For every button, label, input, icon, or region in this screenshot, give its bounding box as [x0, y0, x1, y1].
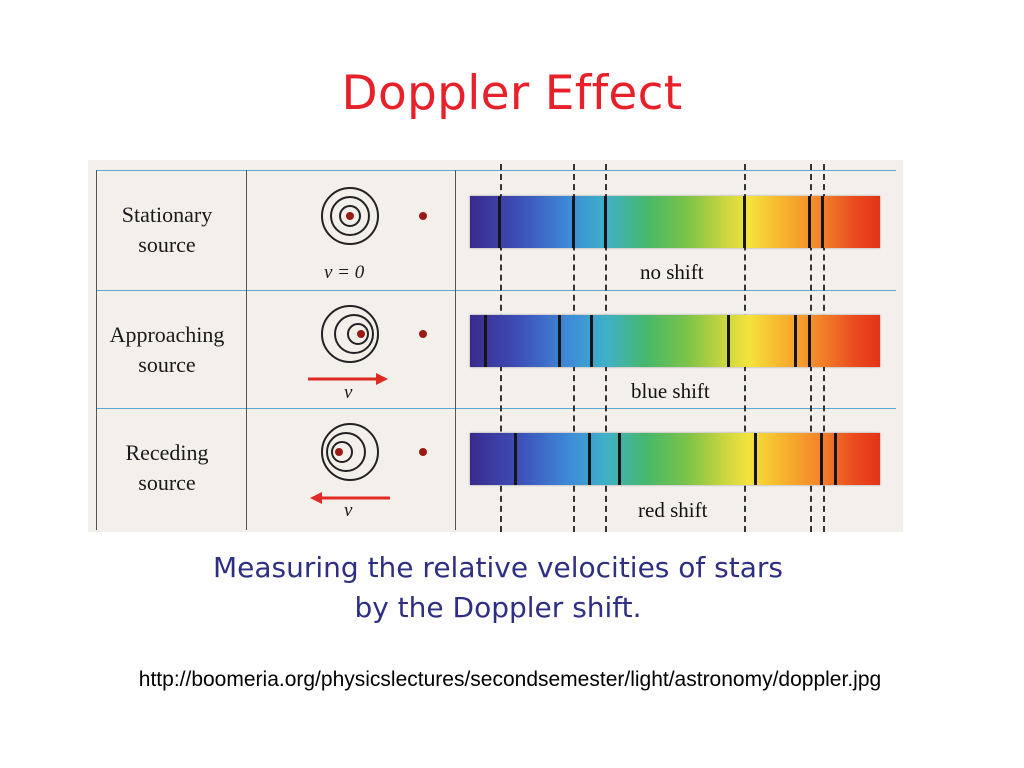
wavefront-rings-icon	[321, 423, 379, 481]
shift-label: blue shift	[631, 379, 710, 403]
row-label-line: Stationary	[121, 202, 213, 227]
absorption-line	[754, 433, 757, 485]
row-label-stationary: Stationary source	[88, 200, 246, 260]
absorption-line	[604, 196, 607, 248]
absorption-line	[514, 433, 517, 485]
column-divider	[246, 170, 247, 530]
absorption-line	[821, 196, 824, 248]
row-label-receding: Receding source	[88, 438, 246, 498]
row-label-line: source	[138, 232, 196, 257]
observer-dot	[419, 212, 427, 220]
observer-dot	[419, 448, 427, 456]
row-divider	[96, 408, 896, 409]
row-label-line: source	[138, 470, 196, 495]
absorption-line	[618, 433, 621, 485]
caption-line-2: by the Doppler shift.	[354, 591, 642, 624]
shift-label: red shift	[638, 498, 708, 522]
row-divider	[96, 290, 896, 291]
caption-line-1: Measuring the relative velocities of sta…	[212, 551, 784, 584]
absorption-line	[743, 196, 746, 248]
velocity-label: v	[344, 382, 353, 403]
absorption-line	[484, 315, 487, 367]
source-url: http://boomeria.org/physicslectures/seco…	[138, 668, 882, 691]
row-label-line: Receding	[125, 440, 209, 465]
absorption-line	[727, 315, 730, 367]
absorption-line	[558, 315, 561, 367]
column-divider	[455, 170, 456, 530]
absorption-line	[834, 433, 837, 485]
wavefront-rings-icon	[321, 187, 379, 245]
absorption-line	[808, 315, 811, 367]
row-label-line: Approaching	[109, 322, 225, 347]
page-title: Doppler Effect	[341, 66, 683, 121]
row-label-line: source	[138, 352, 196, 377]
absorption-line	[572, 196, 575, 248]
row-label-approaching: Approaching source	[88, 320, 246, 380]
absorption-line	[820, 433, 823, 485]
absorption-line	[590, 315, 593, 367]
observer-dot	[419, 330, 427, 338]
velocity-label: v = 0	[324, 262, 365, 283]
row-divider	[96, 170, 896, 171]
absorption-line	[808, 196, 811, 248]
column-divider	[96, 170, 97, 530]
arrow-right-icon	[308, 373, 388, 385]
wavefront-rings-icon	[321, 305, 379, 363]
absorption-line	[588, 433, 591, 485]
absorption-line	[794, 315, 797, 367]
spectrum-bar	[470, 196, 880, 248]
spectrum-bar	[470, 433, 880, 485]
doppler-figure: Stationary source v = 0 no shift Approac…	[88, 160, 903, 532]
shift-label: no shift	[640, 260, 704, 284]
velocity-label: v	[344, 500, 353, 521]
arrow-left-icon	[310, 492, 390, 504]
spectrum-bar	[470, 315, 880, 367]
absorption-line	[498, 196, 501, 248]
